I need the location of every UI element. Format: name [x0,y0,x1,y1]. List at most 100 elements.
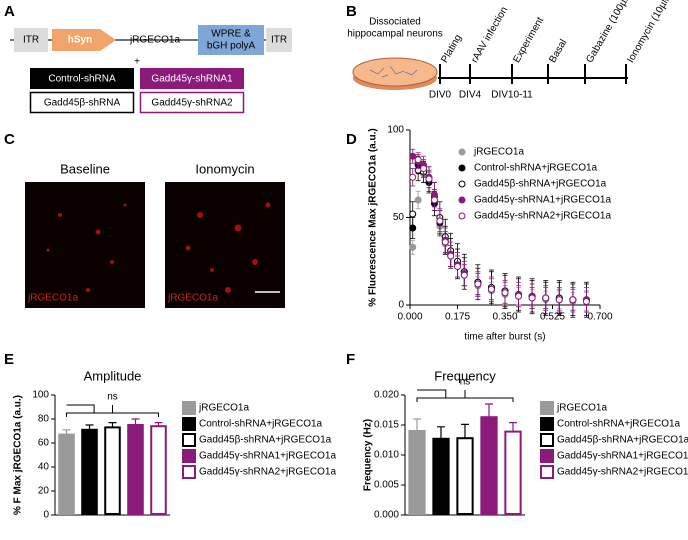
event-label: Ionomycin (10µM) [625,0,675,65]
day-label: DIV10-11 [491,90,533,101]
y-tick-label: 0 [398,300,404,311]
y-tick-label: 40 [38,462,50,473]
bar [480,416,498,516]
y-tick-label: 0 [43,510,49,521]
x-tick-label: 0.000 [397,312,422,323]
y-tick-label: 100 [387,125,404,136]
image-title: Ionomycin [195,161,254,176]
bar [456,437,474,516]
event-label: Experiment [511,15,546,64]
data-point [436,217,444,225]
significance-bracket [66,404,159,417]
data-point [409,243,417,251]
error-bar [461,423,469,439]
x-tick-label: 0.700 [587,312,612,323]
error-bar [485,403,493,418]
dish-label: hippocampal neurons [347,29,443,40]
image-baseline [25,182,145,308]
neurons [369,65,418,78]
day-label: DIV0 [429,90,452,101]
legend-marker [458,148,466,156]
construct-label: bGH polyA [207,41,256,52]
error-bar [413,418,421,431]
legend-label: jRGECO1a [556,403,607,414]
y-tick-label: 20 [38,486,50,497]
legend-label: Gadd45γ-shRNA2+jRGECO1a [199,467,336,478]
data-point [542,294,550,302]
data-point [447,252,455,260]
significance-bracket [416,389,514,402]
y-tick-label: 0.015 [374,420,399,431]
data-point [414,156,422,164]
itr-box [266,28,292,52]
bar [127,424,144,515]
legend-swatch [182,449,196,463]
panel-letter: A [4,3,15,20]
x-tick-label: 0.525 [540,312,565,323]
y-tick-label: 0.005 [374,480,399,491]
y-axis-label: % F Max jRGECO1a (a.u.) [13,395,24,515]
construct-label: ITR [271,35,287,46]
y-tick-label: 60 [38,438,50,449]
data-point [409,152,417,160]
x-tick-label: 0.175 [445,312,470,323]
shrna-label: Gadd45γ-shRNA2 [151,98,233,109]
legend-swatch [182,465,196,479]
y-axis-label: % Fluorescence Max jRGECO1a (a.u.) [368,128,379,306]
significance-label: ns [460,377,471,388]
data-point [454,263,461,270]
data-point [569,296,577,304]
bar [150,425,167,516]
itr-box [14,28,48,52]
legend-label: Control-shRNA+jRGECO1a [474,163,598,174]
plus-sign: + [134,57,140,68]
data-point [430,196,438,204]
data-point [582,298,590,305]
bar [504,430,522,516]
image-label: jRGECO1a [27,293,78,304]
y-tick-label: 0.000 [374,510,399,521]
data-point [425,175,433,183]
bar [81,428,98,515]
shrna-box [29,91,135,114]
legend-swatch [540,465,554,479]
wpre-box [198,25,264,55]
legend-swatch [540,417,554,431]
data-point [474,280,482,288]
y-tick-label: 80 [38,414,50,425]
legend-label: Gadd45γ-shRNA2+jRGECO1a [557,467,688,478]
data-point [414,196,422,204]
construct-label: ITR [23,35,39,46]
panel-letter: E [4,351,14,368]
data-point [487,285,495,293]
panel-letter: D [346,131,357,148]
legend-label: Gadd45γ-shRNA2+jRGECO1a [474,211,611,222]
y-tick-label: 100 [32,390,49,401]
panel-letter: B [346,3,357,20]
error-bar [509,422,517,432]
bar [408,430,426,515]
error-bar [437,426,445,439]
data-point [409,173,417,181]
legend-label: Control-shRNA+jRGECO1a [199,419,323,430]
promoter-arrow [52,29,116,51]
chart-title: Amplitude [84,368,142,383]
cells [46,202,271,293]
y-tick-label: 0.020 [374,390,399,401]
timeline-ticks [439,64,627,84]
y-tick-label: 0.010 [374,450,399,461]
day-label: DIV4 [459,90,482,101]
x-axis-label: time after burst (s) [464,332,545,343]
image-title: Baseline [60,161,110,176]
y-tick-label: 50 [393,212,405,223]
y-axis-label: Frequency (Hz) [363,419,374,491]
legend-swatch [540,449,554,463]
data-point [441,238,449,246]
legend-swatch [540,401,554,415]
data-point [555,296,563,304]
legend-marker [458,180,466,188]
event-label: Basal [547,38,569,65]
bar [58,433,75,516]
data-point [501,289,509,297]
